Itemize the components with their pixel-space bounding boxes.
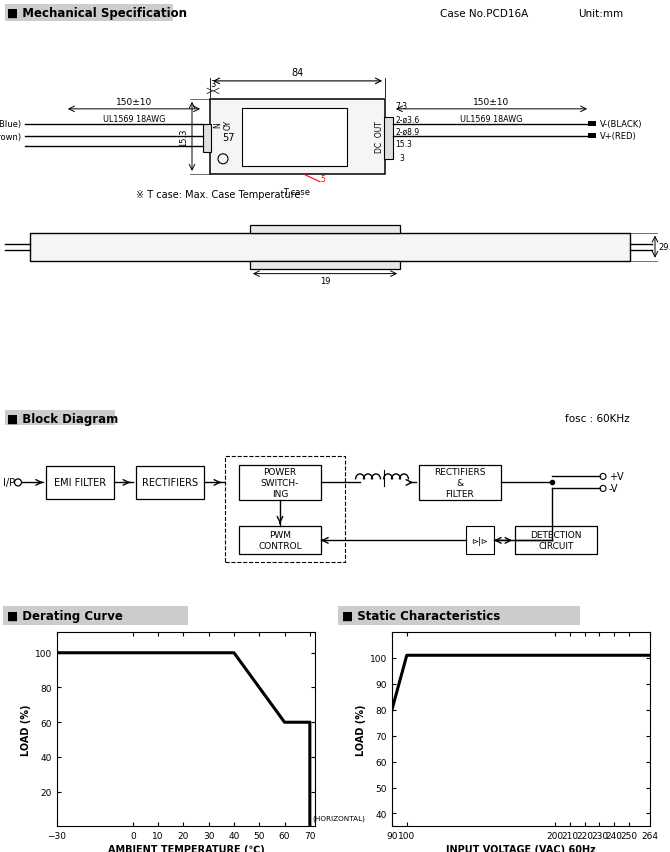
Text: -V: -V	[609, 484, 618, 494]
Text: 19: 19	[320, 276, 330, 285]
Bar	[338, 606, 580, 625]
Bar	[588, 134, 596, 139]
Text: ■ Static Characteristics: ■ Static Characteristics	[342, 609, 500, 622]
Text: AC/L(Brown): AC/L(Brown)	[0, 133, 22, 142]
Text: fosc : 60KHz: fosc : 60KHz	[565, 414, 630, 424]
Bar	[136, 466, 204, 499]
Text: 2-ø3.6: 2-ø3.6	[395, 115, 419, 124]
Bar	[3, 606, 188, 625]
Text: UL1569 18AWG: UL1569 18AWG	[460, 115, 523, 124]
Bar	[46, 466, 114, 499]
Text: ■ Block Diagram: ■ Block Diagram	[7, 412, 118, 425]
Bar	[466, 527, 494, 555]
Text: V+(RED): V+(RED)	[600, 132, 636, 141]
Text: PWM
CONTROL: PWM CONTROL	[258, 531, 302, 550]
Y-axis label: LOAD (%): LOAD (%)	[356, 704, 366, 755]
Text: V-(BLACK): V-(BLACK)	[600, 120, 643, 130]
Bar	[515, 527, 597, 555]
Text: 150±10: 150±10	[474, 98, 510, 106]
Text: DETECTION
CIRCUIT: DETECTION CIRCUIT	[530, 531, 582, 550]
Text: Unit:mm: Unit:mm	[578, 9, 623, 19]
Text: 3: 3	[399, 154, 404, 163]
Bar	[242, 109, 347, 167]
Text: 15.3: 15.3	[395, 140, 412, 149]
Bar	[384, 118, 393, 159]
Text: EMI FILTER: EMI FILTER	[54, 478, 106, 488]
Bar	[239, 527, 321, 555]
Text: OY: OY	[224, 119, 232, 130]
Text: UL1569 18AWG: UL1569 18AWG	[103, 115, 165, 124]
Text: 150±10: 150±10	[116, 98, 152, 106]
Text: N: N	[214, 122, 222, 128]
Text: POWER
SWITCH-
ING: POWER SWITCH- ING	[261, 467, 299, 498]
Text: 29.5: 29.5	[658, 243, 670, 252]
Text: (HORIZONTAL): (HORIZONTAL)	[312, 815, 365, 821]
Text: 3: 3	[210, 80, 216, 89]
Text: 5: 5	[320, 175, 325, 184]
Text: DC  OUT: DC OUT	[375, 121, 385, 153]
Text: RECTIFIERS: RECTIFIERS	[142, 478, 198, 488]
Text: RECTIFIERS
&
FILTER: RECTIFIERS & FILTER	[434, 467, 486, 498]
Text: 84: 84	[291, 68, 304, 78]
Bar	[250, 226, 400, 233]
Y-axis label: LOAD (%): LOAD (%)	[21, 704, 31, 755]
Bar	[210, 100, 385, 175]
Bar	[203, 124, 211, 153]
Bar	[250, 262, 400, 269]
Text: 15.3: 15.3	[179, 128, 188, 147]
Text: ■ Mechanical Specification: ■ Mechanical Specification	[7, 8, 187, 20]
Bar	[5, 5, 173, 22]
Bar	[5, 411, 115, 426]
Text: ※ T case: Max. Case Temperature.: ※ T case: Max. Case Temperature.	[136, 189, 304, 199]
Text: ■ Derating Curve: ■ Derating Curve	[7, 609, 123, 622]
Bar	[225, 457, 345, 562]
Text: I/P: I/P	[3, 478, 15, 488]
Text: Case No.PCD16A: Case No.PCD16A	[440, 9, 528, 19]
Text: +V: +V	[609, 472, 624, 482]
X-axis label: INPUT VOLTAGE (VAC) 60Hz: INPUT VOLTAGE (VAC) 60Hz	[446, 844, 596, 852]
Bar	[30, 233, 630, 262]
Text: AC/N(Blue): AC/N(Blue)	[0, 120, 22, 130]
Text: 2-ø8.9: 2-ø8.9	[395, 127, 419, 136]
Bar	[239, 465, 321, 500]
Text: T case: T case	[283, 187, 310, 197]
Bar	[588, 122, 596, 127]
Text: 7.3: 7.3	[395, 102, 407, 112]
Text: 57: 57	[222, 133, 234, 142]
X-axis label: AMBIENT TEMPERATURE (℃): AMBIENT TEMPERATURE (℃)	[108, 844, 264, 852]
Text: ⊳|⊳: ⊳|⊳	[472, 536, 488, 545]
Bar	[419, 465, 501, 500]
